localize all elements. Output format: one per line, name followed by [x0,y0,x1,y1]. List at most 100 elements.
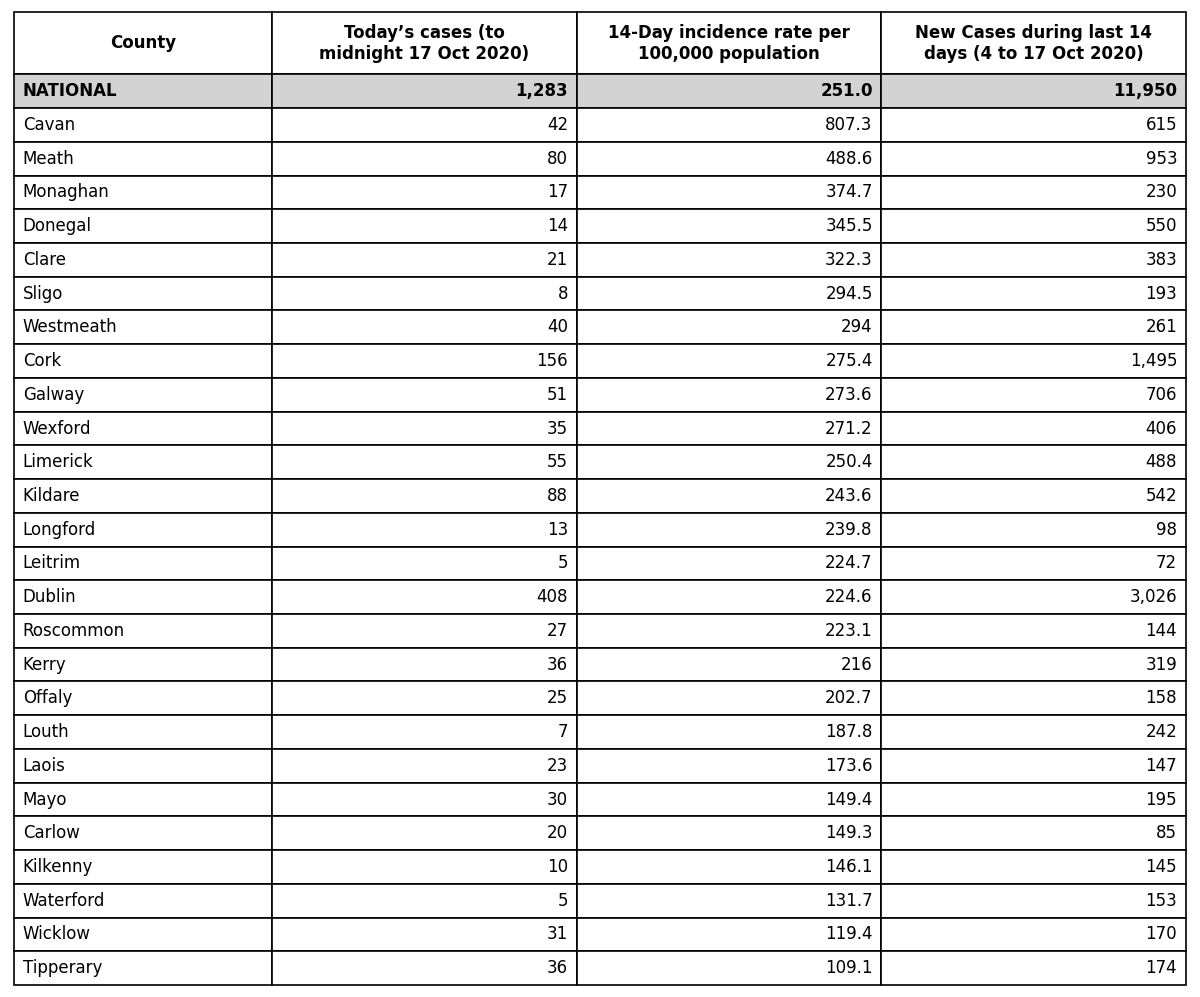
Text: 294.5: 294.5 [826,284,872,303]
Text: Kildare: Kildare [23,487,80,504]
Text: 230: 230 [1146,183,1177,201]
Text: Cavan: Cavan [23,116,74,134]
Bar [272,480,576,512]
Bar [881,614,1186,648]
Text: 146.1: 146.1 [826,858,872,876]
Text: Clare: Clare [23,251,66,269]
Bar [881,446,1186,480]
Bar [576,344,881,378]
Bar [14,512,272,546]
Bar [14,546,272,580]
Bar [272,344,576,378]
Bar [14,783,272,817]
Text: 149.4: 149.4 [826,791,872,809]
Bar [881,12,1186,75]
Text: 195: 195 [1146,791,1177,809]
Text: 239.8: 239.8 [826,520,872,538]
Text: 13: 13 [547,520,568,538]
Text: 55: 55 [547,454,568,472]
Bar [14,277,272,310]
Text: 319: 319 [1146,656,1177,674]
Bar [576,310,881,344]
Text: 35: 35 [547,420,568,438]
Bar [576,749,881,783]
Bar [14,480,272,512]
Bar [576,412,881,446]
Bar [576,75,881,108]
Text: Carlow: Carlow [23,825,79,842]
Text: 25: 25 [547,689,568,707]
Bar [14,344,272,378]
Bar [272,614,576,648]
Bar [272,749,576,783]
Bar [272,850,576,884]
Text: 273.6: 273.6 [826,386,872,404]
Text: Roscommon: Roscommon [23,622,125,640]
Text: 31: 31 [547,925,568,943]
Text: 36: 36 [547,959,568,977]
Bar [14,142,272,175]
Bar [881,749,1186,783]
Bar [881,648,1186,682]
Text: Sligo: Sligo [23,284,64,303]
Bar [14,951,272,985]
Bar [881,715,1186,749]
Bar [272,715,576,749]
Text: 80: 80 [547,150,568,167]
Bar [881,580,1186,614]
Text: 345.5: 345.5 [826,217,872,235]
Text: County: County [110,34,176,52]
Bar [576,209,881,243]
Bar [272,142,576,175]
Text: 408: 408 [536,588,568,606]
Bar [576,175,881,209]
Bar [272,951,576,985]
Bar [272,108,576,142]
Text: Longford: Longford [23,520,96,538]
Text: 187.8: 187.8 [826,723,872,741]
Text: Donegal: Donegal [23,217,91,235]
Text: 261: 261 [1146,318,1177,336]
Text: 7: 7 [558,723,568,741]
Text: NATIONAL: NATIONAL [23,82,118,101]
Text: Today’s cases (to
midnight 17 Oct 2020): Today’s cases (to midnight 17 Oct 2020) [319,24,529,63]
Text: 153: 153 [1146,891,1177,909]
Bar [272,378,576,412]
Bar [14,175,272,209]
Text: 193: 193 [1146,284,1177,303]
Bar [881,951,1186,985]
Bar [881,817,1186,850]
Text: 72: 72 [1156,554,1177,572]
Text: Westmeath: Westmeath [23,318,118,336]
Bar [14,243,272,277]
Text: Laois: Laois [23,757,66,775]
Bar [272,817,576,850]
Text: 145: 145 [1146,858,1177,876]
Text: 807.3: 807.3 [826,116,872,134]
Bar [14,378,272,412]
Bar [272,884,576,917]
Bar [14,715,272,749]
Text: 158: 158 [1146,689,1177,707]
Text: Leitrim: Leitrim [23,554,80,572]
Bar [576,480,881,512]
Bar [576,243,881,277]
Bar [576,783,881,817]
Bar [272,783,576,817]
Text: 5: 5 [558,554,568,572]
Text: Wexford: Wexford [23,420,91,438]
Text: 42: 42 [547,116,568,134]
Bar [576,648,881,682]
Bar [576,446,881,480]
Bar [272,917,576,951]
Bar [576,108,881,142]
Text: 14-Day incidence rate per
100,000 population: 14-Day incidence rate per 100,000 popula… [608,24,850,63]
Bar [14,310,272,344]
Text: 275.4: 275.4 [826,352,872,370]
Bar [881,344,1186,378]
Text: Offaly: Offaly [23,689,72,707]
Text: 85: 85 [1157,825,1177,842]
Bar [14,917,272,951]
Text: 8: 8 [558,284,568,303]
Bar [576,884,881,917]
